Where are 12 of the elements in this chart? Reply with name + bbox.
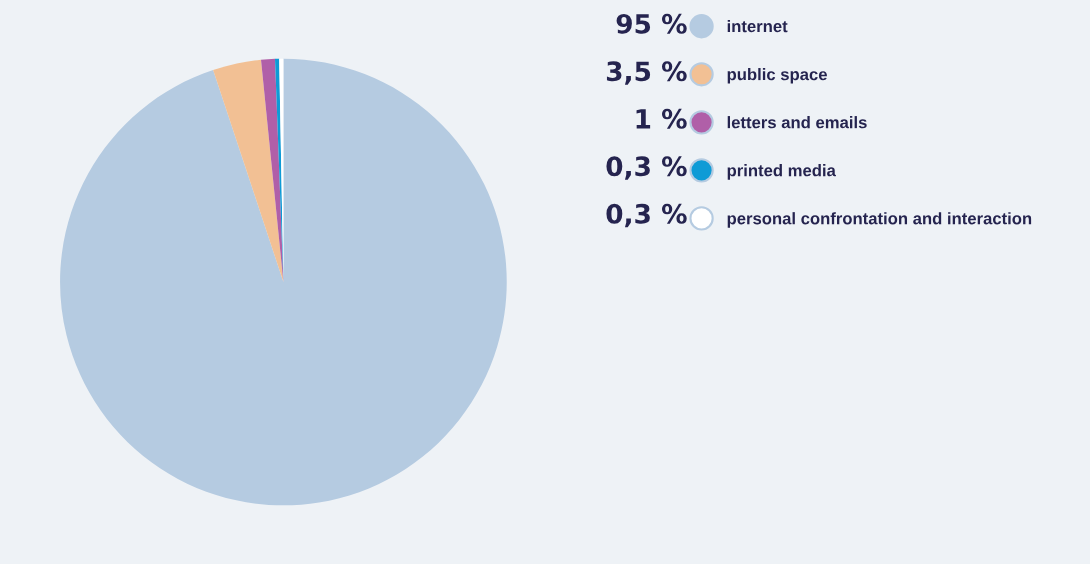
legend-label: printed media [727,164,836,180]
data-label: 3,5 % [606,61,687,85]
pie-slice [60,58,507,506]
data-label: 0,3 % [606,156,687,180]
data-label: 0,3 % [606,203,687,228]
data-label: 1 % [636,108,687,129]
legend-label: personal confrontation and interaction [727,212,1032,228]
legend-label: letters and emails [727,116,867,129]
legend-label: internet [727,20,788,33]
data-label: 95 % [616,13,687,34]
legend-label: public space [727,68,827,84]
pie-slice [213,59,284,282]
